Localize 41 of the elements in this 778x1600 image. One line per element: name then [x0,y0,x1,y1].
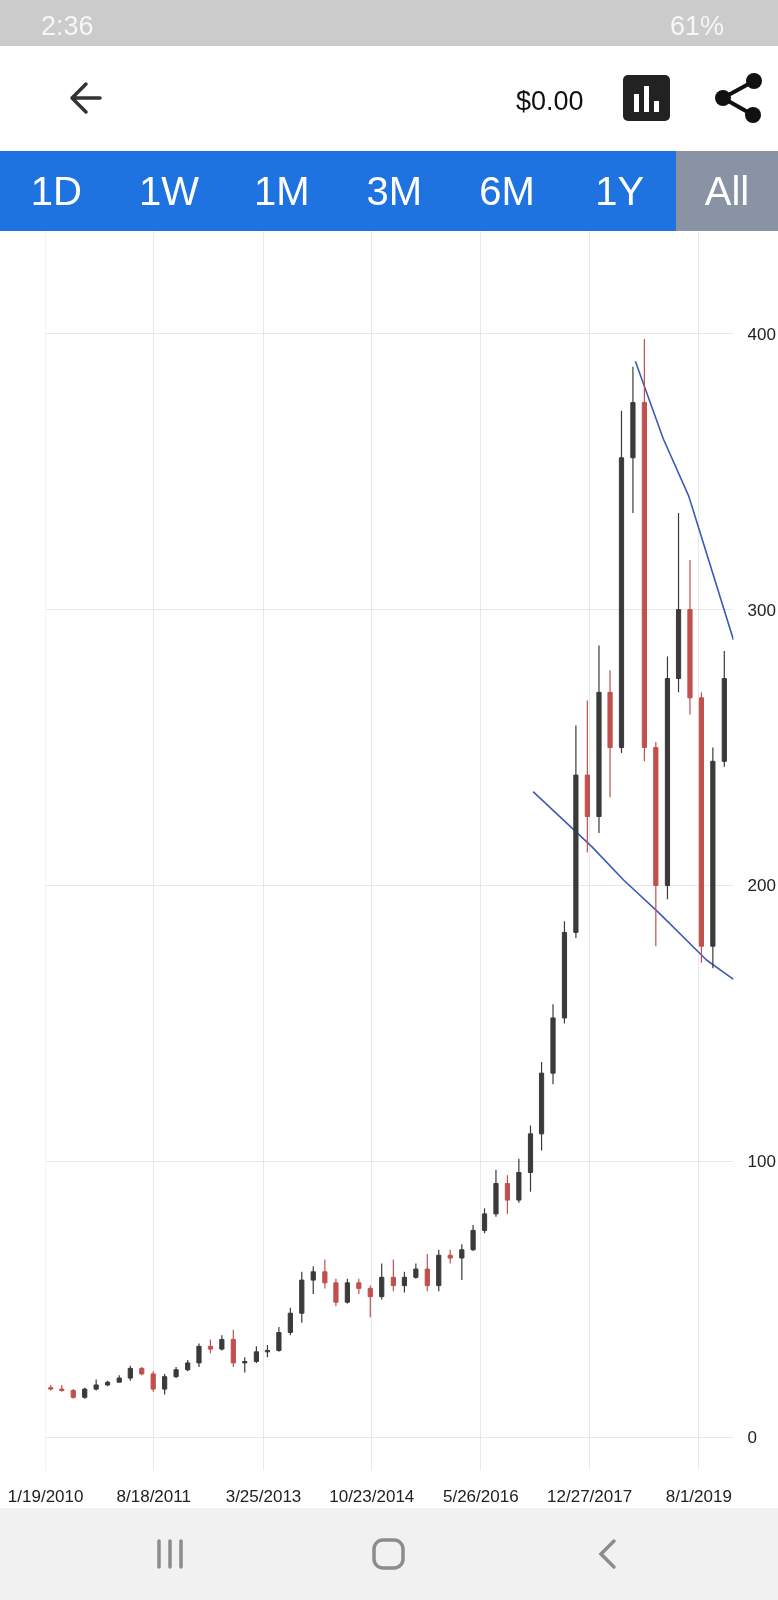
text: 3M [338,151,451,231]
candlestick [401,1271,408,1294]
y-tick-label: 100 [747,1152,776,1172]
x-tick-label: 12/27/2017 [547,1486,633,1506]
text: 1Y [563,151,677,231]
text: 1W [112,151,226,231]
x-tick-label: 8/1/2019 [665,1486,732,1506]
candlestick [379,1262,385,1301]
candlestick [287,1307,293,1336]
candlestick [230,1329,236,1368]
candlestick [150,1370,156,1393]
candlestick [367,1285,373,1318]
candlestick [459,1243,465,1281]
text: All [676,151,778,231]
x-tick-label: 8/18/2011 [116,1486,191,1506]
text: 1M [225,151,339,231]
candlestick [196,1342,202,1368]
candlestick [162,1373,168,1396]
candlestick [424,1253,430,1292]
y-tick-label: 400 [747,324,776,344]
candlestick [322,1258,328,1289]
x-tick-label: 5/26/2016 [442,1486,519,1506]
candlestick [276,1326,282,1353]
line-series [634,360,734,641]
text: 6M [450,151,564,231]
line-series [532,790,734,981]
candlestick [310,1265,316,1295]
candlestick [344,1278,350,1305]
text: $0.00 [516,85,584,118]
candlestick [481,1207,488,1234]
x-tick-label: 3/25/2013 [225,1486,302,1506]
candlestick [390,1258,396,1292]
candlestick [504,1174,511,1215]
candlestick [333,1278,339,1307]
y-tick-label: 0 [747,1428,757,1448]
y-tick-label: 300 [747,600,776,620]
x-tick-label: 1/19/2010 [7,1486,84,1506]
y-tick-label: 200 [747,876,776,896]
candlestick [470,1224,476,1252]
x-tick-label: 10/23/2014 [329,1486,415,1506]
text: 1D [0,151,113,231]
